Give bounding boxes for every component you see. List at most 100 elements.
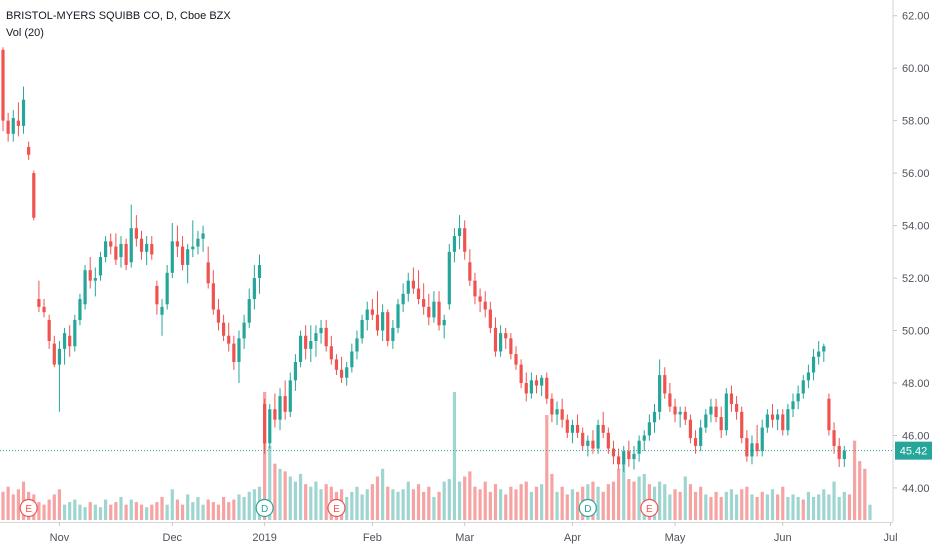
candle [391,320,395,349]
candle-body [811,356,816,373]
volume-bar [109,504,113,520]
candle-body [457,228,462,237]
candle [842,445,846,467]
dividend-event-marker[interactable]: D [255,498,274,518]
volume-bar [186,494,190,520]
volume-bar [124,504,128,520]
candle-body [160,306,164,315]
candle [150,236,154,260]
volume-bar [709,496,713,520]
candle [21,86,26,134]
volume-bar [627,479,631,520]
volume-bar [565,494,569,520]
volume-bar [683,476,687,520]
time-axis[interactable]: Nov Dec 2019 Feb Mar Apr May Jun Jul [50,522,898,544]
volume-bar [288,476,292,520]
candle [817,341,821,365]
candle [719,406,723,439]
candle [237,330,241,383]
candle-body [329,346,333,360]
candle-body [442,320,446,326]
candle-body [375,314,380,331]
volume-bar [827,494,831,520]
candle-body [760,427,764,452]
volume-bar [350,491,354,520]
last-price-badge-bg [895,441,932,460]
candle [493,317,498,357]
candle [62,327,67,365]
candle-body [78,299,82,321]
candle-body [124,243,128,265]
candle [606,427,610,454]
candle [339,356,344,383]
earnings-event-marker[interactable]: E [640,498,659,518]
volume-bar [442,481,446,520]
volume-bar [658,481,662,520]
candle [98,251,103,281]
candle-body [314,333,318,342]
volume-indicator-label[interactable]: Vol (20) [6,27,44,39]
candle-body [719,417,723,431]
volume-bar [42,504,46,520]
volume-bar [437,491,441,520]
candle-body [704,414,708,428]
volume-bar [837,496,841,520]
volume-bar [478,489,482,520]
price-axis[interactable]: 62.00 60.00 58.00 56.00 54.00 52.00 50.00 48.00… [893,11,930,495]
candle-body [370,309,374,315]
volume-bar [786,496,790,520]
volume-bar [93,504,97,520]
candle [175,225,180,258]
candle-body [565,419,569,433]
candle-body [642,435,646,441]
dividend-event-marker[interactable]: D [578,498,597,518]
candle-body [339,369,344,378]
candle-body [247,299,251,323]
candle [678,406,682,428]
candle [283,380,287,420]
candle-body [493,327,498,352]
candle [832,422,836,454]
volume-bar [832,481,836,520]
candle [673,398,677,423]
candle-body [37,299,41,307]
candle-body [268,409,272,444]
symbol-title[interactable]: BRISTOL-MYERS SQUIBB CO, D, Cboe BZX [6,10,231,22]
candle [734,396,739,420]
candle-body [242,322,246,339]
candle-body [98,257,103,276]
volume-bar [852,440,857,520]
earnings-event-marker[interactable]: E [19,498,38,518]
candle-body [791,401,795,410]
dividend-marker-circle [255,498,274,518]
candle-body [27,146,31,155]
candle [791,393,795,418]
volume-bar [847,494,852,520]
price-tick-label: 48.00 [902,378,930,390]
candle [560,398,564,428]
candle-body [411,280,415,289]
earnings-event-marker[interactable]: E [327,498,346,518]
candle-body [42,306,46,313]
candle-body [170,241,174,273]
candle [406,272,410,302]
volume-bar [206,499,210,520]
candle-body [350,351,354,368]
candle [473,272,477,305]
candle-body [88,270,92,281]
volume-bar [488,491,492,520]
candle-body [396,304,400,328]
candle [822,343,826,362]
volume-bar [811,496,816,520]
candle [350,343,354,373]
candle [550,393,554,423]
volume-bar [319,489,323,520]
candle [73,314,77,352]
candle [191,220,195,258]
volume-bar [483,481,487,520]
time-tick-label: Nov [50,532,70,544]
volume-bar [227,502,231,520]
price-tick-label: 58.00 [902,116,930,128]
